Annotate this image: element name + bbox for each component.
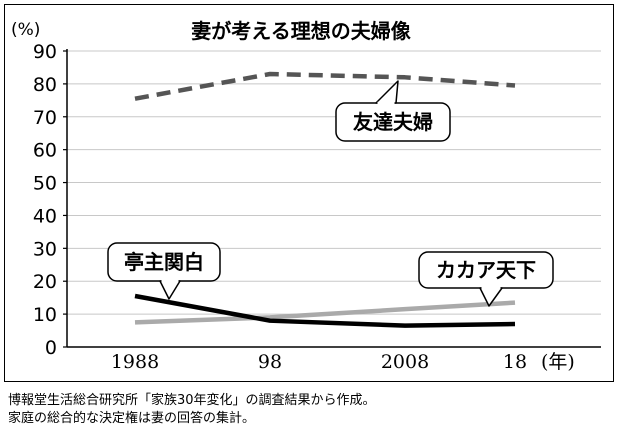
axes bbox=[66, 49, 601, 348]
y-tick-label-50: 50 bbox=[33, 173, 57, 195]
y-tick-label-0: 0 bbox=[45, 337, 57, 359]
y-tick-label-90: 90 bbox=[33, 41, 57, 63]
y-tick-label-20: 20 bbox=[33, 271, 57, 293]
x-axis-unit: (年) bbox=[541, 351, 575, 373]
x-tick-label-18: 18 bbox=[503, 351, 527, 373]
series-label-2: カカア天下 bbox=[436, 258, 536, 282]
chart-title: 妻が考える理想の夫婦像 bbox=[191, 19, 411, 43]
callout-0: 友達夫婦 bbox=[335, 80, 451, 142]
series-label-0: 友達夫婦 bbox=[353, 110, 433, 134]
y-tick-label-80: 80 bbox=[33, 74, 57, 96]
source-note: 博報堂生活総合研究所「家族30年変化」の調査結果から作成。 bbox=[8, 393, 376, 408]
chart-frame: 妻が考える理想の夫婦像 (%) 0 10 20 30 40 50 60 70 80 90 1988… bbox=[4, 4, 614, 382]
callout-1: 亭主関白 bbox=[107, 242, 221, 300]
y-tick-label-60: 60 bbox=[33, 140, 57, 162]
series-label-1: 亭主関白 bbox=[124, 250, 204, 274]
y-tick-label-30: 30 bbox=[33, 238, 57, 260]
series-line-1 bbox=[134, 293, 516, 328]
y-tick-label-40: 40 bbox=[33, 205, 57, 227]
series-lines bbox=[134, 71, 516, 328]
x-tick-label-1988: 1988 bbox=[111, 351, 159, 373]
y-tick-label-70: 70 bbox=[33, 107, 57, 129]
series-line-2 bbox=[134, 300, 516, 325]
series-line-0 bbox=[134, 71, 516, 101]
callout-2: カカア天下 bbox=[418, 251, 554, 307]
y-axis-unit: (%) bbox=[11, 20, 40, 40]
callout-tail-1 bbox=[159, 280, 181, 300]
x-tick-labels: 1988 98 2008 18 bbox=[111, 351, 527, 373]
x-tick-label-2008: 2008 bbox=[381, 351, 429, 373]
x-tick-label-98: 98 bbox=[258, 351, 282, 373]
line-chart: 妻が考える理想の夫婦像 (%) 0 10 20 30 40 50 60 70 80 90 1988… bbox=[11, 19, 601, 373]
method-note: 家庭の総合的な決定権は妻の回答の集計。 bbox=[8, 411, 256, 426]
y-tick-label-10: 10 bbox=[33, 304, 57, 326]
y-tick-labels: 0 10 20 30 40 50 60 70 80 90 bbox=[33, 41, 67, 359]
